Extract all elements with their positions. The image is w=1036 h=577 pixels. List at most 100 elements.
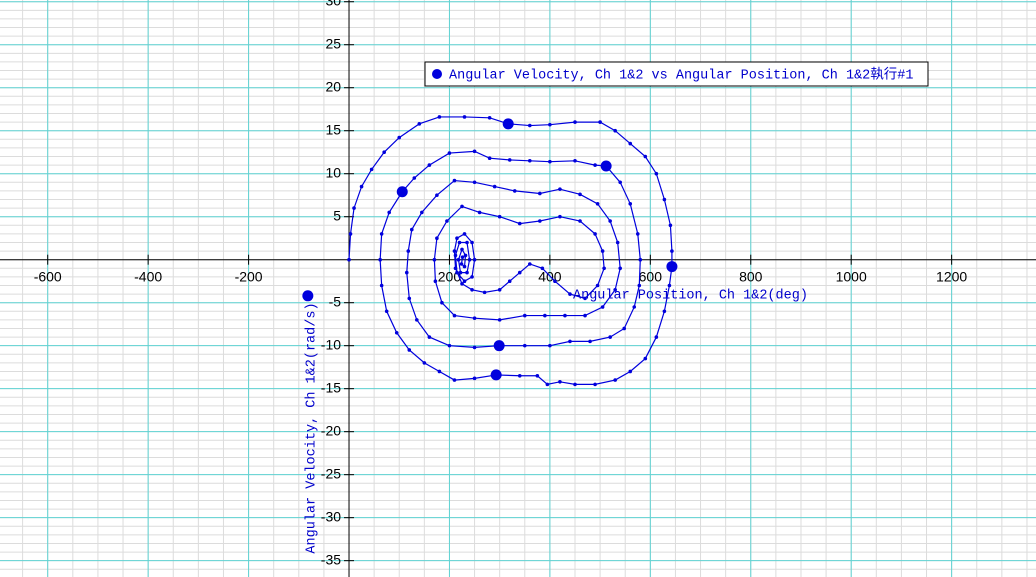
y-tick-label: 5 xyxy=(333,207,341,223)
data-point xyxy=(517,270,522,275)
data-point xyxy=(417,122,422,126)
highlight-point xyxy=(502,118,514,130)
data-point xyxy=(462,264,467,269)
data-point xyxy=(598,120,602,124)
x-tick-label: 200 xyxy=(438,268,462,284)
x-tick-label: -400 xyxy=(134,268,162,284)
data-point xyxy=(472,257,477,262)
data-point xyxy=(435,193,439,197)
data-point xyxy=(670,249,674,253)
data-point xyxy=(507,279,512,283)
x-tick-label: -600 xyxy=(34,268,62,284)
data-point xyxy=(463,253,468,258)
data-point xyxy=(470,275,474,279)
data-point xyxy=(613,128,617,133)
data-point xyxy=(404,270,409,275)
data-point xyxy=(369,167,374,172)
data-point xyxy=(637,283,642,288)
data-point xyxy=(432,257,437,262)
x-axis-label: Angular Position, Ch 1&2(deg) xyxy=(573,289,808,304)
data-point xyxy=(635,232,640,236)
data-point xyxy=(548,159,552,164)
data-point xyxy=(409,227,414,232)
y-tick-label: 15 xyxy=(325,121,341,137)
data-point xyxy=(628,369,633,374)
data-point xyxy=(548,122,552,127)
data-point xyxy=(643,154,648,159)
data-point xyxy=(465,270,469,275)
data-point xyxy=(668,223,673,228)
highlight-point xyxy=(493,340,505,352)
y-axis-label: Angular Velocity, Ch 1&2(rad/s) xyxy=(305,302,320,553)
data-point xyxy=(379,283,384,288)
data-point xyxy=(460,247,464,252)
highlight-point xyxy=(600,160,612,172)
data-point xyxy=(472,316,477,320)
data-point xyxy=(453,253,458,258)
y-tick-label: -20 xyxy=(321,422,341,438)
data-point xyxy=(465,240,469,245)
data-point xyxy=(522,343,527,348)
data-point xyxy=(654,335,659,339)
data-point xyxy=(573,382,577,387)
data-point xyxy=(628,141,633,146)
data-point xyxy=(472,180,477,185)
data-point xyxy=(602,266,606,271)
data-point xyxy=(497,287,502,292)
highlight-point xyxy=(302,290,314,302)
x-tick-label: 600 xyxy=(639,268,663,284)
data-point xyxy=(578,192,582,197)
data-point xyxy=(662,309,667,314)
data-point xyxy=(608,335,612,339)
legend-marker xyxy=(432,69,442,79)
data-point xyxy=(347,257,351,262)
data-point xyxy=(455,236,459,240)
data-point xyxy=(352,206,356,210)
data-point xyxy=(427,335,432,339)
data-point xyxy=(394,330,399,335)
data-point xyxy=(452,378,457,382)
data-point xyxy=(492,184,497,189)
data-point xyxy=(662,197,667,202)
y-tick-label: -5 xyxy=(329,293,342,309)
data-point xyxy=(538,219,542,223)
data-point xyxy=(528,159,532,163)
y-tick-label: 10 xyxy=(325,164,341,180)
data-point xyxy=(455,270,459,275)
data-point xyxy=(384,309,389,314)
data-point xyxy=(407,296,412,301)
data-point xyxy=(422,361,427,365)
data-point xyxy=(600,305,605,309)
data-point xyxy=(568,292,572,296)
data-point xyxy=(435,236,439,240)
x-tick-label: 800 xyxy=(739,268,763,284)
data-point xyxy=(583,296,587,301)
data-point xyxy=(628,201,633,206)
data-point xyxy=(558,380,562,384)
data-point xyxy=(452,178,457,183)
data-point xyxy=(459,262,464,266)
y-tick-label: 20 xyxy=(325,78,341,94)
data-point xyxy=(632,305,637,309)
highlight-point xyxy=(490,369,502,381)
data-point xyxy=(415,318,419,322)
data-point xyxy=(583,313,587,318)
data-point xyxy=(467,257,472,262)
data-point xyxy=(470,240,474,245)
data-point xyxy=(348,232,353,236)
y-tick-label: -10 xyxy=(321,336,341,352)
data-point xyxy=(588,339,592,344)
data-point xyxy=(638,257,643,262)
data-point xyxy=(420,210,424,215)
data-point xyxy=(453,266,458,271)
data-point xyxy=(538,191,542,196)
data-point xyxy=(540,266,545,271)
data-point xyxy=(497,214,502,219)
data-point xyxy=(470,287,474,292)
y-tick-label: -25 xyxy=(321,465,341,481)
data-point xyxy=(387,210,391,215)
data-point xyxy=(447,151,452,155)
y-tick-label: -30 xyxy=(321,508,341,524)
data-point xyxy=(545,382,550,387)
data-point xyxy=(618,266,622,271)
